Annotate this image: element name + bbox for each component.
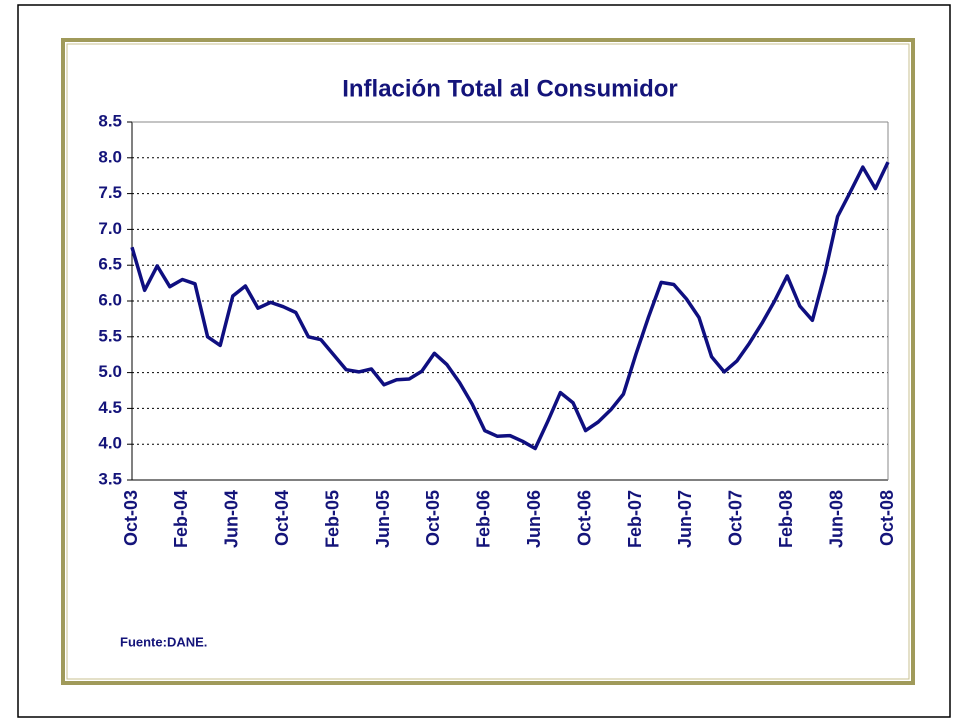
source-note: Fuente:DANE. — [120, 634, 207, 649]
x-tick-label: Feb-06 — [474, 490, 494, 548]
x-tick-label: Jun-08 — [826, 490, 846, 548]
x-tick-label: Jun-06 — [524, 490, 544, 548]
x-tick-label: Oct-05 — [423, 490, 443, 546]
x-tick-label: Feb-08 — [776, 490, 796, 548]
x-tick-label: Jun-04 — [222, 490, 242, 548]
x-tick-label: Oct-08 — [877, 490, 897, 546]
x-tick-label: Feb-05 — [322, 490, 342, 548]
y-tick-label: 7.5 — [98, 183, 122, 202]
y-tick-label: 6.0 — [98, 290, 122, 309]
y-tick-label: 8.5 — [98, 111, 122, 130]
y-tick-label: 3.5 — [98, 469, 122, 488]
y-tick-label: 5.0 — [98, 362, 122, 381]
x-tick-label: Oct-04 — [272, 490, 292, 546]
y-tick-label: 6.5 — [98, 255, 122, 274]
x-tick-label: Oct-06 — [574, 490, 594, 546]
data-line — [130, 161, 890, 451]
y-tick-label: 4.5 — [98, 398, 122, 417]
y-tick-label: 8.0 — [98, 147, 122, 166]
chart-frame-inner — [66, 43, 910, 680]
x-tick-label: Oct-03 — [121, 490, 141, 546]
x-tick-label: Jun-05 — [373, 490, 393, 548]
x-tick-label: Jun-07 — [675, 490, 695, 548]
y-tick-label: 4.0 — [98, 434, 122, 453]
y-tick-label: 7.0 — [98, 219, 122, 238]
chart-title: Inflación Total al Consumidor — [342, 75, 678, 102]
x-tick-label: Feb-04 — [171, 490, 191, 548]
x-tick-label: Feb-07 — [625, 490, 645, 548]
y-tick-label: 5.5 — [98, 326, 122, 345]
x-tick-label: Oct-07 — [726, 490, 746, 546]
